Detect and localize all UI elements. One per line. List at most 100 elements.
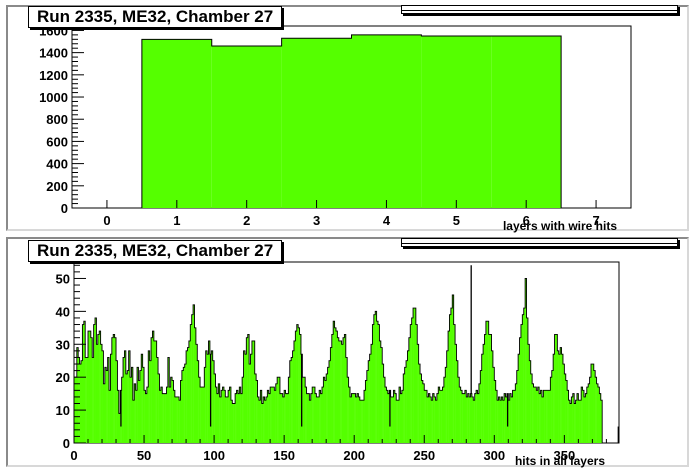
bar [382,364,384,443]
bar [592,364,594,443]
bar [149,360,152,443]
x-tick-label: 2 [243,213,250,228]
bar [229,387,232,443]
bar [302,377,304,443]
y-tick-label: 0 [63,436,70,451]
bar [576,393,579,443]
bar [596,383,599,443]
bar [142,367,145,443]
bar [159,390,162,443]
bar [347,377,349,443]
bar [169,387,171,443]
y-tick-label: 20 [56,370,70,385]
bar [177,396,180,443]
bar [595,377,597,443]
y-tick-label: 200 [46,179,68,194]
bar [425,390,428,443]
bar [561,354,564,443]
bar [82,324,85,443]
bar [541,396,544,443]
x-axis-label: layers with wire hits [503,219,617,233]
bar [581,387,583,443]
bar [519,337,522,443]
y-axis: 0 10 20 30 40 50 [56,264,86,451]
bar [483,344,485,443]
bar [314,393,317,443]
bar [523,308,526,443]
bar [124,350,127,443]
bar [448,331,450,443]
bars [141,34,562,208]
bar [285,393,288,443]
bar [324,380,327,443]
bar [277,377,279,443]
x-axis: 0 50 100 150 200 250 300 350 [70,435,607,463]
bar [562,364,565,443]
bar [449,314,452,443]
bar [88,331,90,443]
bar [303,377,306,443]
bar [243,350,246,443]
bars [74,278,603,443]
bar [156,357,159,443]
bar [442,387,445,443]
bar [537,387,540,443]
bar [428,393,431,443]
bar [198,377,201,443]
bar [355,396,358,443]
bar [600,400,603,443]
bar [396,400,398,443]
bar [174,396,177,443]
bar [571,396,573,443]
bar [557,350,559,443]
bar [520,324,523,443]
bar [135,390,138,443]
bar [233,403,236,443]
bar [214,373,216,443]
bar [188,340,191,443]
bar [539,393,541,443]
bar [313,387,316,443]
bar [320,393,323,443]
bar [264,400,267,443]
bar [501,396,503,443]
bar [190,324,192,443]
bar [296,324,299,443]
bar [427,396,429,443]
bar [455,344,457,443]
bar [155,340,157,443]
bar [254,373,257,443]
bar [107,357,110,443]
bar [484,334,487,443]
bar [278,377,281,443]
bar [357,393,359,443]
bar [460,390,463,443]
bar [471,396,474,443]
bar [268,393,271,443]
bar [364,390,366,443]
bar [590,364,593,443]
bar [333,321,335,443]
bar [578,400,580,443]
bar [457,377,460,443]
bar [434,396,436,443]
bar [567,390,569,443]
bar [307,393,310,443]
bar [348,387,351,443]
bar [260,390,262,443]
bar [289,360,292,443]
bar [477,393,480,443]
bar [78,357,80,443]
bar [462,393,464,443]
bar [599,393,601,443]
bar [403,373,405,443]
bar [431,400,433,443]
bar [216,393,219,443]
bar [522,314,524,443]
bar [274,390,276,443]
bar [299,334,302,443]
bar [201,387,204,443]
bar [492,367,495,443]
bar [373,314,376,443]
